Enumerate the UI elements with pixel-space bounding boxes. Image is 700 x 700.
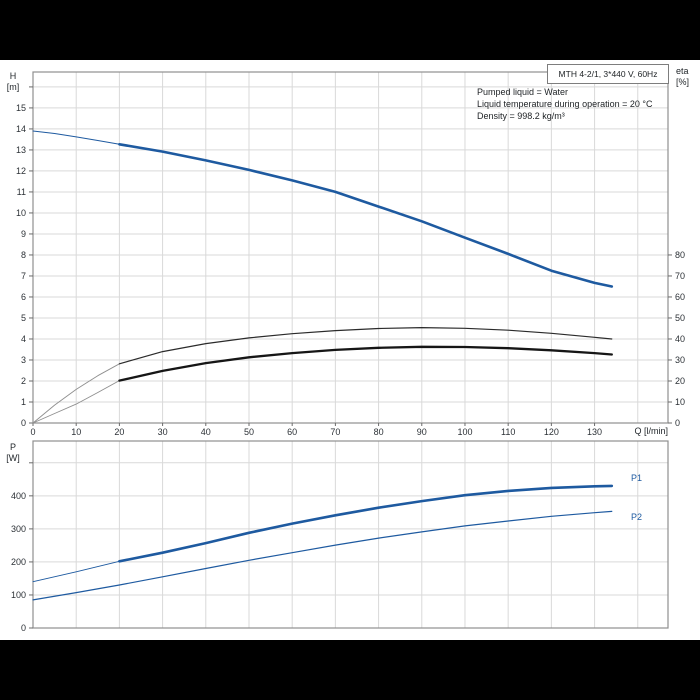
eta-pump-curve: [32, 327, 613, 424]
x-tick-label: 80: [374, 427, 384, 437]
p2-curve-label: P2: [631, 512, 643, 522]
y2-tick-label: 40: [675, 334, 685, 344]
p1-curve: [32, 484, 614, 583]
y-tick-label: 9: [21, 229, 26, 239]
q-axis-label: Q [l/min]: [634, 426, 668, 436]
y-tick-label: 2: [21, 376, 26, 386]
condition-temperature: Liquid temperature during operation = 20…: [477, 99, 653, 109]
x-tick-label: 40: [201, 427, 211, 437]
y-tick-label: 10: [16, 208, 26, 218]
y-tick-label: 0: [21, 418, 26, 428]
eta-total-curve: [32, 345, 613, 424]
eta-pump-curve-lead-in: [32, 363, 120, 424]
y-tick-label: 200: [11, 557, 26, 567]
y-tick-label: 100: [11, 590, 26, 600]
eta-pump-curve-line: [118, 327, 613, 365]
y2-tick-label: 30: [675, 355, 685, 365]
y2-tick-label: 80: [675, 250, 685, 260]
x-tick-label: 50: [244, 427, 254, 437]
pump-type-box: MTH 4-2/1, 3*440 V, 60Hz: [547, 64, 669, 84]
pump-curves-svg: 0 10 20 30 40 50 60 70 80 90 100 110 120 130012345678…: [11, 71, 685, 633]
y-tick-label: 4: [21, 334, 26, 344]
y-tick-label: 300: [11, 524, 26, 534]
head-efficiency-chart: 0 10 20 30 40 50 60 70 80 90 100 110 120 130012345678…: [16, 71, 685, 437]
y-tick-label: 400: [11, 491, 26, 501]
y-tick-label: 7: [21, 271, 26, 281]
y2-tick-label: 20: [675, 376, 685, 386]
y2-tick-label: 70: [675, 271, 685, 281]
p1-curve-label: P1: [631, 473, 643, 483]
p2-curve: [32, 510, 613, 601]
y2-tick-label: 60: [675, 292, 685, 302]
head-curve: [32, 130, 614, 288]
y-tick-label: 8: [21, 250, 26, 260]
x-tick-label: 90: [417, 427, 427, 437]
eta-total-curve-lead-in: [32, 380, 120, 424]
y-tick-label: 13: [16, 145, 26, 155]
h-axis-label: H [m]: [6, 71, 20, 92]
power-chart: 0 100 200 300 400: [11, 440, 669, 633]
x-tick-label: 30: [158, 427, 168, 437]
y-tick-label: 3: [21, 355, 26, 365]
p-axis-label: P [W]: [6, 442, 20, 463]
gridlines: [33, 441, 668, 628]
eta-total-curve-line: [118, 345, 613, 382]
eta-axis-label: eta [%]: [676, 66, 690, 87]
y-tick-label: 12: [16, 166, 26, 176]
p1-curve-line: [118, 484, 614, 563]
y-tick-label: 1: [21, 397, 26, 407]
p2-curve-line: [32, 510, 613, 601]
y-tick-label: 5: [21, 313, 26, 323]
condition-density: Density = 998.2 kg/m³: [477, 111, 565, 121]
x-tick-label: 60: [287, 427, 297, 437]
y-tick-label: 14: [16, 124, 26, 134]
y-tick-label: 0: [21, 623, 26, 633]
plot-border: [32, 440, 669, 629]
x-tick-label: 70: [330, 427, 340, 437]
y-tick-label: 15: [16, 103, 26, 113]
x-tick-label: 110: [501, 427, 515, 437]
y-tick-label: 11: [17, 187, 26, 197]
x-tick-label: 100: [457, 427, 472, 437]
x-tick-label: 10: [71, 427, 81, 437]
gridlines: [33, 72, 668, 423]
head-curve-lead-in: [32, 130, 120, 145]
x-tick-label: 20: [114, 427, 124, 437]
p1-curve-lead-in: [32, 560, 120, 583]
x-tick-label: 0: [30, 427, 35, 437]
head-curve-line: [118, 143, 614, 288]
plot-border: [32, 71, 669, 424]
y2-tick-label: 50: [675, 313, 685, 323]
y-tick-label: 6: [21, 292, 26, 302]
y2-tick-label: 10: [675, 397, 685, 407]
chart-panel: 0 10 20 30 40 50 60 70 80 90 100 110 120 130 0 1 2 3 4 5 6 7 8…: [0, 60, 700, 640]
condition-pumped-liquid: Pumped liquid = Water: [477, 87, 568, 97]
x-tick-label: 130: [587, 427, 602, 437]
y2-tick-label: 0: [675, 418, 680, 428]
x-tick-label: 120: [544, 427, 559, 437]
axis-ticks: 0 10 20 30 40 50 60 70 80 90 100 110 120 130012345678…: [16, 86, 685, 437]
operating-conditions: Pumped liquid = Water Liquid temperature…: [477, 86, 652, 122]
axis-ticks: 0 100 200 300 400: [11, 462, 33, 633]
